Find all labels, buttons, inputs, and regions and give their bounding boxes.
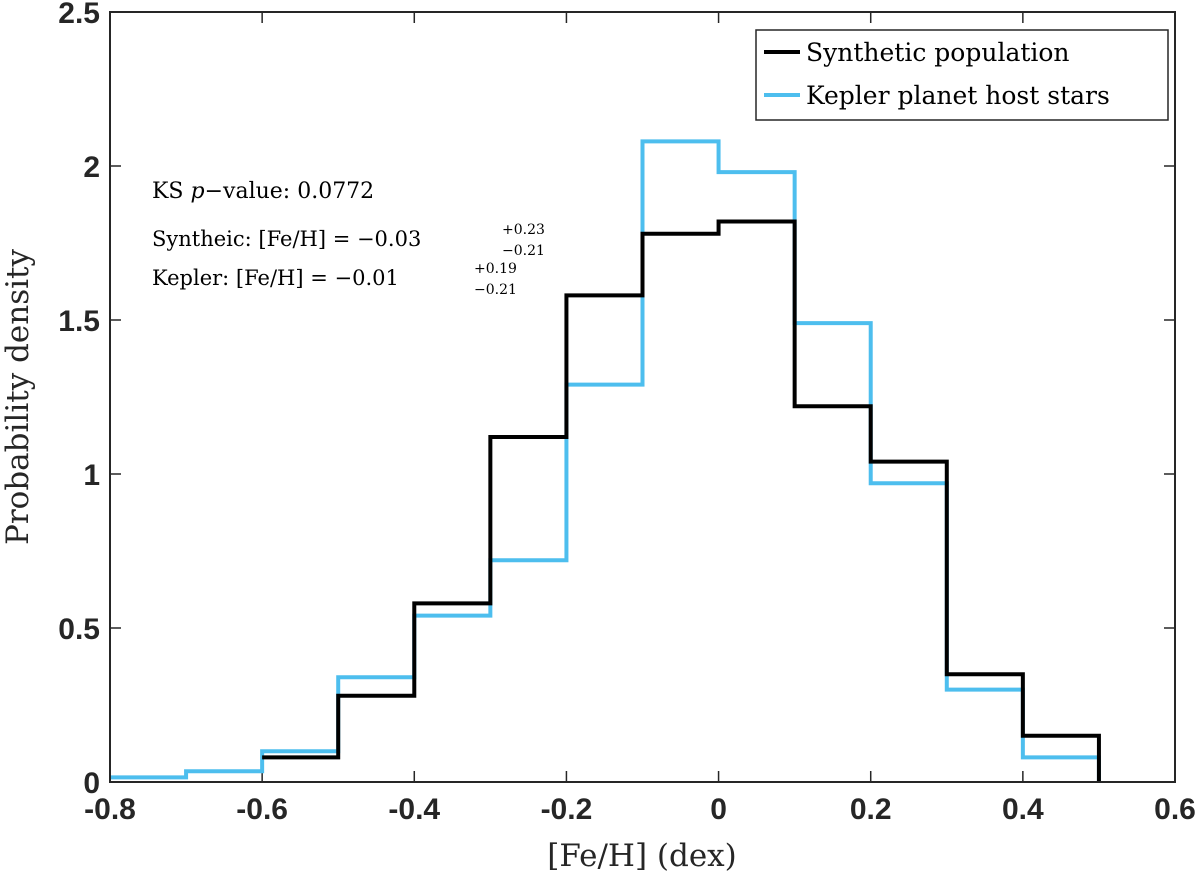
synthetic-upper-error: +0.23 — [502, 222, 545, 238]
legend-label-synthetic: Synthetic population — [806, 38, 1070, 67]
series-line-synthetic-population — [262, 219, 1101, 782]
y-tick-label: 0 — [83, 767, 100, 800]
legend: Synthetic population Kepler planet host … — [755, 29, 1169, 121]
plot-background — [110, 12, 1175, 782]
synthetic-metallicity-text: Syntheic: [Fe/H] = −0.03 — [152, 227, 421, 251]
x-tick-label: 0.6 — [1154, 793, 1196, 826]
legend-label-kepler: Kepler planet host stars — [806, 81, 1110, 110]
tick-labels: -0.8 -0.6 -0.4 -0.2 0 0.2 0.4 0.6 0 0.5 1 1.5 2 2.5 — [58, 0, 1196, 826]
legend-box — [755, 29, 1169, 121]
y-axis-title: Probability density — [0, 249, 36, 546]
ks-pvalue-text: KS p−value: 0.0772 — [152, 179, 374, 204]
x-tick-label: -0.6 — [236, 793, 288, 826]
y-tick-label: 1 — [83, 459, 100, 492]
series-layer — [110, 139, 1101, 782]
plot-frame — [109, 11, 1176, 783]
x-tick-label: 0 — [710, 793, 727, 826]
y-tick-label: 2.5 — [58, 0, 100, 30]
stats-annotation: KS p−value: 0.0772 Syntheic: [Fe/H] = −0… — [152, 179, 545, 298]
x-tick-label: 0.2 — [850, 793, 892, 826]
y-tick-label: 2 — [83, 151, 100, 184]
y-tick-label: 0.5 — [58, 613, 100, 646]
x-tick-label: -0.2 — [541, 793, 593, 826]
y-tick-label: 1.5 — [58, 305, 100, 338]
x-tick-label: 0.4 — [1002, 793, 1044, 826]
kepler-metallicity-text: Kepler: [Fe/H] = −0.01 — [152, 266, 399, 290]
kepler-upper-error: +0.19 — [474, 261, 517, 277]
x-axis-title: [Fe/H] (dex) — [547, 838, 737, 874]
kepler-lower-error: −0.21 — [474, 282, 517, 298]
synthetic-lower-error: −0.21 — [502, 243, 545, 259]
x-tick-label: -0.4 — [388, 793, 440, 826]
x-tick-label: -0.8 — [84, 793, 136, 826]
